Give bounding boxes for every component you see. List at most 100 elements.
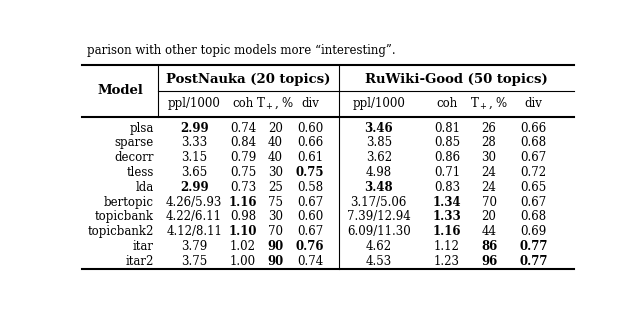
Text: 20: 20 (268, 122, 283, 134)
Text: 40: 40 (268, 151, 283, 164)
Text: 20: 20 (482, 210, 497, 223)
Text: 40: 40 (268, 136, 283, 149)
Text: 0.67: 0.67 (297, 225, 323, 238)
Text: 4.22/6.11: 4.22/6.11 (166, 210, 222, 223)
Text: 70: 70 (268, 225, 283, 238)
Text: 0.73: 0.73 (230, 181, 256, 194)
Text: 0.77: 0.77 (520, 255, 548, 268)
Text: parison with other topic models more “interesting”.: parison with other topic models more “in… (88, 44, 396, 57)
Text: 0.74: 0.74 (297, 255, 323, 268)
Text: 4.26/5.93: 4.26/5.93 (166, 196, 222, 209)
Text: 0.58: 0.58 (297, 181, 323, 194)
Text: 90: 90 (268, 255, 284, 268)
Text: 4.12/8.11: 4.12/8.11 (166, 225, 222, 238)
Text: 30: 30 (268, 210, 283, 223)
Text: 3.85: 3.85 (365, 136, 392, 149)
Text: 3.75: 3.75 (181, 255, 207, 268)
Text: T$_+$, %: T$_+$, % (470, 96, 508, 111)
Text: 0.81: 0.81 (434, 122, 460, 134)
Text: 0.84: 0.84 (230, 136, 256, 149)
Text: 0.69: 0.69 (520, 225, 547, 238)
Text: 96: 96 (481, 255, 497, 268)
Text: 30: 30 (481, 151, 497, 164)
Text: 75: 75 (268, 196, 283, 209)
Text: 4.98: 4.98 (365, 166, 392, 179)
Text: 0.60: 0.60 (297, 122, 323, 134)
Text: T$_+$, %: T$_+$, % (257, 96, 295, 111)
Text: 86: 86 (481, 240, 497, 253)
Text: 2.99: 2.99 (180, 181, 209, 194)
Text: 0.98: 0.98 (230, 210, 256, 223)
Text: PostNauka (20 topics): PostNauka (20 topics) (166, 73, 331, 86)
Text: ppl/1000: ppl/1000 (353, 97, 405, 110)
Text: sparse: sparse (115, 136, 154, 149)
Text: plsa: plsa (129, 122, 154, 134)
Text: 0.74: 0.74 (230, 122, 256, 134)
Text: coh: coh (232, 97, 253, 110)
Text: 3.62: 3.62 (365, 151, 392, 164)
Text: 0.60: 0.60 (297, 210, 323, 223)
Text: tless: tless (127, 166, 154, 179)
Text: 26: 26 (482, 122, 497, 134)
Text: 1.12: 1.12 (434, 240, 460, 253)
Text: 24: 24 (482, 166, 497, 179)
Text: 0.75: 0.75 (230, 166, 256, 179)
Text: 3.65: 3.65 (181, 166, 207, 179)
Text: 0.79: 0.79 (230, 151, 256, 164)
Text: div: div (301, 97, 319, 110)
Text: 0.76: 0.76 (296, 240, 324, 253)
Text: 0.67: 0.67 (297, 196, 323, 209)
Text: 0.86: 0.86 (434, 151, 460, 164)
Text: 3.79: 3.79 (181, 240, 207, 253)
Text: 0.83: 0.83 (434, 181, 460, 194)
Text: 3.48: 3.48 (365, 181, 393, 194)
Text: 0.67: 0.67 (520, 151, 547, 164)
Text: 3.33: 3.33 (181, 136, 207, 149)
Text: 0.77: 0.77 (520, 240, 548, 253)
Text: 0.66: 0.66 (297, 136, 323, 149)
Text: 3.46: 3.46 (365, 122, 393, 134)
Text: 70: 70 (481, 196, 497, 209)
Text: lda: lda (136, 181, 154, 194)
Text: 1.34: 1.34 (433, 196, 461, 209)
Text: 2.99: 2.99 (180, 122, 209, 134)
Text: 90: 90 (268, 240, 284, 253)
Text: 1.10: 1.10 (228, 225, 257, 238)
Text: 1.23: 1.23 (434, 255, 460, 268)
Text: 44: 44 (481, 225, 497, 238)
Text: topicbank: topicbank (95, 210, 154, 223)
Text: decorr: decorr (115, 151, 154, 164)
Text: 3.15: 3.15 (181, 151, 207, 164)
Text: 30: 30 (268, 166, 283, 179)
Text: 0.67: 0.67 (520, 196, 547, 209)
Text: 4.62: 4.62 (365, 240, 392, 253)
Text: 1.02: 1.02 (230, 240, 256, 253)
Text: 6.09/11.30: 6.09/11.30 (347, 225, 411, 238)
Text: 0.68: 0.68 (520, 136, 547, 149)
Text: RuWiki-Good (50 topics): RuWiki-Good (50 topics) (365, 73, 548, 86)
Text: itar2: itar2 (125, 255, 154, 268)
Text: itar: itar (133, 240, 154, 253)
Text: 1.00: 1.00 (230, 255, 256, 268)
Text: coh: coh (436, 97, 458, 110)
Text: 0.71: 0.71 (434, 166, 460, 179)
Text: 25: 25 (268, 181, 283, 194)
Text: 0.85: 0.85 (434, 136, 460, 149)
Text: 0.75: 0.75 (296, 166, 324, 179)
Text: bertopic: bertopic (104, 196, 154, 209)
Text: 1.33: 1.33 (433, 210, 461, 223)
Text: 0.66: 0.66 (520, 122, 547, 134)
Text: ppl/1000: ppl/1000 (168, 97, 221, 110)
Text: 7.39/12.94: 7.39/12.94 (347, 210, 411, 223)
Text: 24: 24 (482, 181, 497, 194)
Text: 0.61: 0.61 (297, 151, 323, 164)
Text: 3.17/5.06: 3.17/5.06 (351, 196, 407, 209)
Text: 1.16: 1.16 (433, 225, 461, 238)
Text: topicbank2: topicbank2 (88, 225, 154, 238)
Text: 1.16: 1.16 (228, 196, 257, 209)
Text: div: div (525, 97, 543, 110)
Text: 4.53: 4.53 (365, 255, 392, 268)
Text: Model: Model (97, 84, 143, 98)
Text: 0.68: 0.68 (520, 210, 547, 223)
Text: 28: 28 (482, 136, 497, 149)
